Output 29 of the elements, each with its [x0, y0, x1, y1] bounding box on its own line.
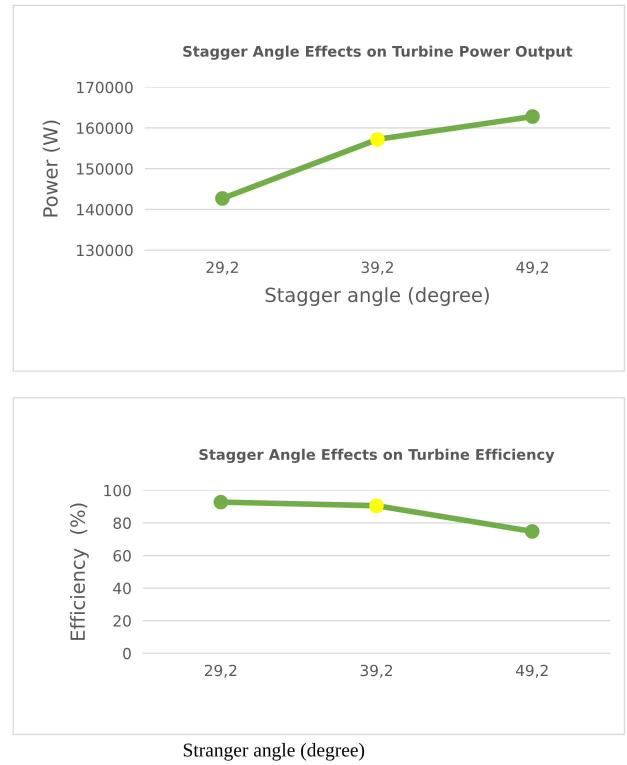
x-tick-label: 39,2: [360, 664, 392, 678]
y-axis-title: Efficiency (%): [70, 504, 89, 640]
y-tick-label: 20: [114, 615, 131, 627]
y-tick-label: 0: [123, 648, 131, 660]
point: [524, 524, 540, 539]
chart-title: Stagger Angle Effects on Turbine Power Output: [183, 46, 572, 60]
y-tick-label: 170000: [77, 82, 133, 94]
x-axis-title: Stranger angle (degree): [184, 742, 364, 761]
x-tick-label: 29,2: [206, 262, 238, 275]
y-tick-label: 80: [113, 517, 131, 529]
y-tick-label: 40: [113, 582, 131, 594]
chart-title: Stagger Angle Effects on Turbine Efficiency: [199, 448, 554, 463]
y-tick-label: 100: [104, 484, 131, 496]
x-tick-label: 49,2: [516, 262, 548, 275]
point: [215, 191, 230, 206]
x-axis-title: Stagger angle (degree): [266, 287, 489, 306]
x-tick-label: 49,2: [516, 664, 548, 678]
x-tick-label: 29,2: [204, 664, 236, 678]
y-tick-label: 130000: [77, 244, 133, 256]
y-tick-label: 160000: [77, 122, 133, 134]
point: [369, 498, 384, 513]
point: [214, 494, 228, 510]
y-axis-title: Power (W): [42, 120, 60, 216]
y-tick-label: 140000: [77, 204, 133, 216]
y-tick-label: 60: [113, 550, 131, 562]
point: [370, 132, 385, 147]
x-tick-label: 39,2: [362, 262, 393, 275]
point: [525, 109, 540, 124]
y-tick-label: 150000: [77, 163, 133, 175]
